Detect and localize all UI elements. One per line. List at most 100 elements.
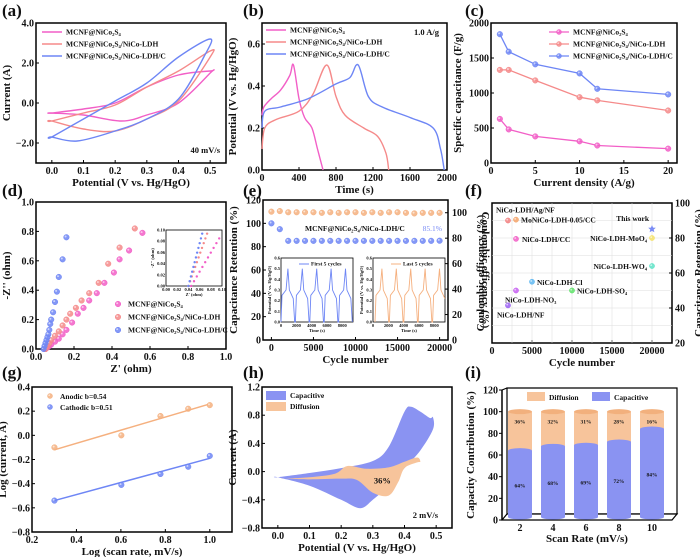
point-highlight (46, 332, 49, 335)
point-highlight (52, 498, 55, 501)
point-label: NiCo-LDH-MoO₄ (590, 234, 648, 243)
x-tick-label: 0.2 (109, 166, 122, 177)
point-highlight (70, 320, 73, 323)
legend-entry: MCNF@NiCo₂S₄ (66, 28, 122, 37)
point-label: NiCo-LDH/NF (497, 310, 545, 319)
point-highlight (48, 394, 51, 397)
inset-legend-entry: First 5 cycles (311, 262, 342, 268)
point-highlight (498, 117, 501, 120)
x-axis-label: Potential (V vs. Hg/HgO) (72, 177, 190, 189)
x-tick-label: 10 (647, 523, 657, 534)
point-highlight (76, 311, 78, 314)
data-point (419, 237, 426, 244)
x-tick-label: 0.3 (367, 531, 380, 542)
inset-y-label: Potential (V vs. Hg/HgO) (359, 265, 364, 314)
y-tick-label: 20 (251, 312, 261, 323)
point-highlight (506, 218, 509, 221)
x-tick-label: 15 (619, 166, 629, 177)
x-tick-label: 0.8 (182, 352, 195, 363)
data-point (394, 237, 401, 244)
capacitive-bar (541, 446, 565, 517)
cv-curve (47, 38, 213, 142)
data-point (285, 237, 292, 244)
legend-entry: MCNF@NiCo₂S₄/NiCo-LDH/C (66, 52, 166, 61)
x-tick-label: 5000 (303, 343, 323, 354)
inset-y-tick-label: 0.1 (274, 309, 280, 314)
capacitive-label: 69% (581, 481, 592, 487)
y-tick-label: 80 (675, 234, 685, 245)
data-point (157, 412, 164, 420)
data-point (532, 61, 539, 68)
inset-data-point (200, 232, 204, 235)
point-highlight (303, 239, 306, 242)
y-tick-label: 120 (483, 386, 498, 397)
inset-data-point (204, 237, 207, 240)
data-point (185, 463, 192, 470)
legend-entry: Capacitive (614, 393, 649, 402)
y-tick-label: 0.8 (248, 411, 261, 422)
data-point (360, 209, 367, 216)
point-highlight (186, 406, 189, 409)
x-tick-label: 0.1 (303, 531, 316, 542)
point-label: NiCo-LDH/Ag/NF (496, 206, 555, 215)
inset-data-point (205, 232, 209, 235)
point-highlight (60, 323, 63, 326)
point-highlight (362, 239, 365, 242)
y-tick-label: 0 (256, 336, 261, 347)
x-tick-label: 0.2 (335, 531, 348, 542)
y-axis-label: Log (current, A) (0, 421, 9, 498)
point-highlight (577, 95, 580, 98)
inset-legend-entry: Last 5 cycles (403, 262, 433, 268)
x-tick-label: 0.6 (144, 352, 157, 363)
inset-data-point (192, 265, 195, 269)
inset-data-point (189, 275, 193, 278)
data-point (78, 297, 85, 304)
point-highlight (506, 127, 509, 130)
capacitive-label: 64% (515, 483, 526, 489)
legend-marker (47, 404, 53, 410)
inset-y-tick-label: 0.10 (157, 228, 166, 233)
point-highlight (320, 239, 323, 242)
point-highlight (158, 472, 161, 475)
point-highlight (378, 239, 381, 242)
x-tick-label: 0 (260, 173, 265, 184)
x-axis-label: Cycle number (549, 357, 615, 369)
data-point (80, 304, 87, 311)
data-point (293, 237, 300, 244)
inset-data-point (198, 270, 201, 273)
inset-data-point (195, 275, 198, 278)
point-highlight (404, 211, 407, 214)
bar-separator (508, 448, 532, 454)
y-tick-label: 100 (246, 219, 261, 230)
panel-label: (e) (243, 181, 262, 200)
data-point (344, 237, 351, 244)
data-point (285, 209, 292, 216)
inset-y-tick-label: 0.6 (366, 256, 372, 261)
point-highlight (437, 238, 440, 241)
y-axis-label: Potential (V vs. Hg/HgO) (227, 37, 239, 155)
x-tick-label: 10 (575, 166, 585, 177)
point-highlight (577, 71, 580, 74)
point-highlight (127, 248, 130, 251)
data-point (594, 142, 601, 149)
series-line (499, 33, 669, 96)
y-tick-label: 0.0 (22, 345, 35, 356)
inset-x-tick-label: 0.06 (196, 287, 205, 292)
x-tick-label: 1.0 (204, 535, 217, 546)
y-tick-label: 2.0 (22, 59, 35, 70)
x-tick-label: 0.6 (115, 535, 128, 546)
inset-x-tick-label: 0.04 (184, 287, 193, 292)
point-highlight (370, 239, 373, 242)
plot-frame (35, 22, 227, 164)
bar-top (640, 409, 664, 415)
point-highlight (106, 261, 109, 264)
y-tick-label: 0.0 (18, 431, 31, 442)
point-highlight (506, 68, 509, 71)
point-highlight (533, 78, 536, 81)
bar-bottom (508, 514, 532, 520)
point-highlight (336, 239, 339, 242)
point-highlight (278, 209, 280, 212)
y-tick-label: 0.8 (22, 227, 35, 238)
point-highlight (506, 303, 509, 306)
inset-data-point (193, 261, 196, 264)
